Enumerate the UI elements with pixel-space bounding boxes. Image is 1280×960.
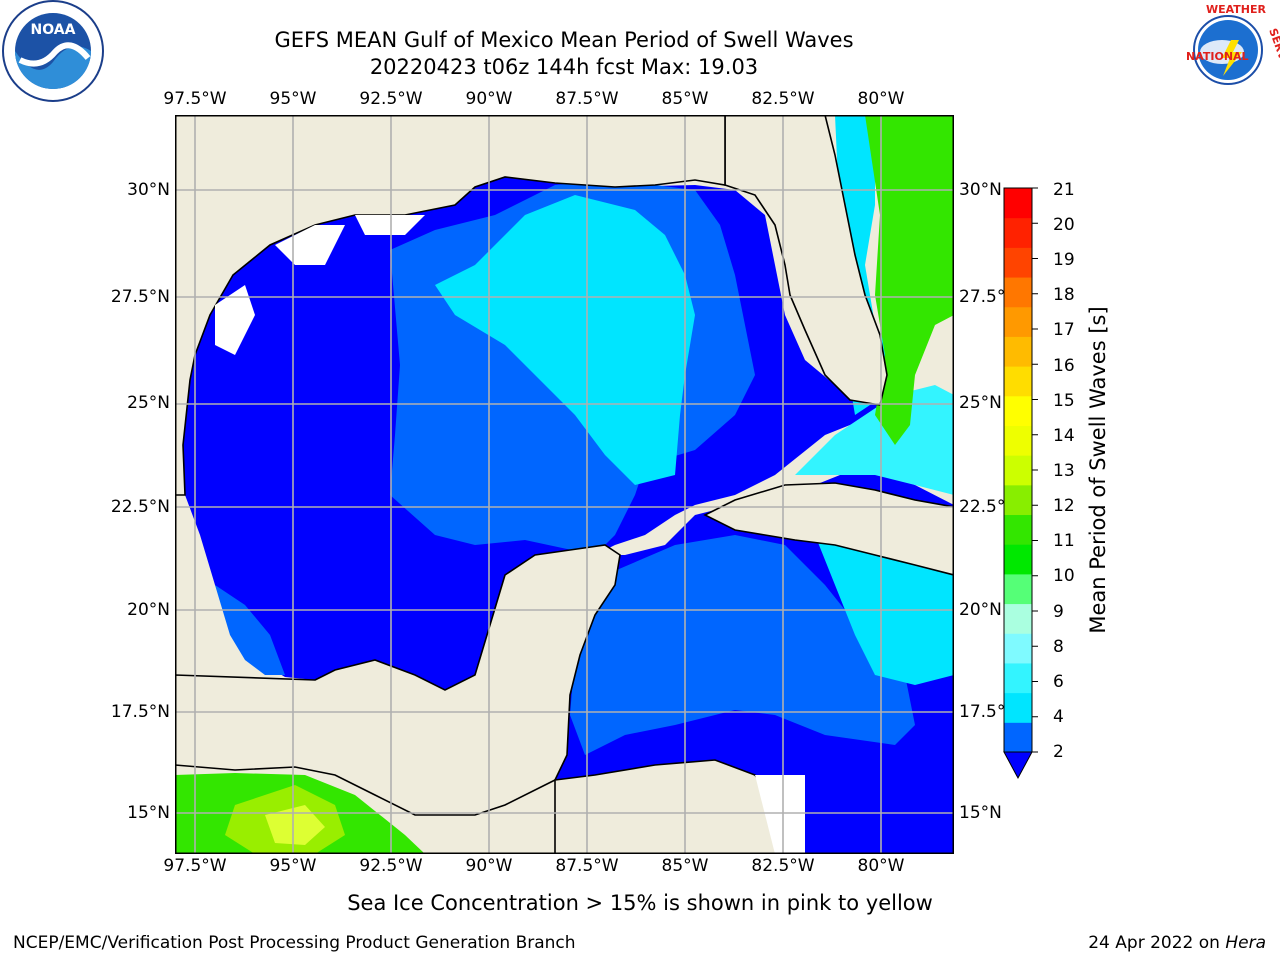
colorbar-tick-label: 14 xyxy=(1053,426,1075,446)
svg-text:NATIONAL: NATIONAL xyxy=(1186,50,1249,63)
colorbar-tick-label: 19 xyxy=(1053,250,1075,270)
lon-label-top: 92.5°W xyxy=(359,89,423,109)
contour-2-4-b xyxy=(570,535,915,755)
lon-label-top: 82.5°W xyxy=(751,89,815,109)
colorbar-tick-label: 15 xyxy=(1053,391,1075,411)
colorbar-tick-label: 12 xyxy=(1053,496,1075,516)
svg-text:WEATHER: WEATHER xyxy=(1206,3,1267,16)
lon-label-bottom: 87.5°W xyxy=(555,856,619,876)
lat-label-right: 15°N xyxy=(959,803,1002,823)
colorbar-tick-label: 2 xyxy=(1053,742,1064,762)
colorbar-tick-label: 18 xyxy=(1053,285,1075,305)
colorbar-segment xyxy=(1004,573,1032,605)
lon-label-bottom: 85°W xyxy=(661,856,709,876)
colorbar-segment xyxy=(1004,514,1032,545)
lat-label-right: 25°N xyxy=(959,393,1002,413)
colorbar-extend-arrow xyxy=(1003,751,1033,780)
lon-label-bottom: 95°W xyxy=(269,856,317,876)
colorbar-segment xyxy=(1004,722,1032,753)
colorbar-segment xyxy=(1004,484,1032,516)
lon-label-bottom: 92.5°W xyxy=(359,856,423,876)
contour-2-4-c xyxy=(215,585,285,675)
colorbar-tick-label: 10 xyxy=(1053,566,1075,586)
chart-title-line1: GEFS MEAN Gulf of Mexico Mean Period of … xyxy=(274,28,854,52)
colorbar-tick-label: 6 xyxy=(1053,672,1064,692)
cuba-land xyxy=(703,482,954,576)
lon-label-bottom: 97.5°W xyxy=(163,856,227,876)
lat-label-right: 17.5°N xyxy=(959,702,1019,722)
colorbar-segment xyxy=(1004,603,1032,634)
lon-label-top: 95°W xyxy=(269,89,317,109)
noaa-logo-text: NOAA xyxy=(31,22,76,38)
colorbar-segment xyxy=(1004,395,1032,426)
colorbar-tick-label: 9 xyxy=(1053,602,1064,622)
lat-label-left: 17.5°N xyxy=(110,702,170,722)
colorbar-tick-label: 13 xyxy=(1053,461,1075,481)
colorbar-segment xyxy=(1004,188,1032,219)
nodata-patch-2 xyxy=(215,285,255,355)
lat-label-left: 20°N xyxy=(127,600,170,620)
colorbar-segment xyxy=(1004,247,1032,278)
colorbar-segment xyxy=(1004,277,1032,308)
colorbar-title: Mean Period of Swell Waves [s] xyxy=(1086,306,1110,634)
lon-label-top: 90°W xyxy=(465,89,513,109)
colorbar-segment xyxy=(1004,425,1032,456)
lon-label-bottom: 82.5°W xyxy=(751,856,815,876)
nodata-patch-4 xyxy=(755,775,805,854)
colorbar-tick-label: 21 xyxy=(1053,180,1075,200)
sea-ice-note: Sea Ice Concentration > 15% is shown in … xyxy=(0,891,1280,915)
lat-label-left: 22.5°N xyxy=(110,497,170,517)
nodata-patch-3 xyxy=(355,215,425,235)
noaa-logo: NOAA xyxy=(2,0,104,102)
colorbar-segment xyxy=(1004,306,1032,337)
lat-label-left: 27.5°N xyxy=(110,287,170,307)
colorbar-tick-label: 17 xyxy=(1053,320,1075,340)
map-frame xyxy=(175,115,954,854)
lon-label-top: 85°W xyxy=(661,89,709,109)
lat-label-left: 30°N xyxy=(127,180,170,200)
lat-label-right: 30°N xyxy=(959,180,1002,200)
footer-credit: NCEP/EMC/Verification Post Processing Pr… xyxy=(13,933,576,953)
lat-label-right: 20°N xyxy=(959,600,1002,620)
sea-ice-note-text: Sea Ice Concentration > 15% is shown in … xyxy=(347,891,933,915)
colorbar-tick-label: 11 xyxy=(1053,531,1075,551)
colorbar-segment xyxy=(1004,692,1032,723)
lat-label-left: 15°N xyxy=(127,803,170,823)
contour-6-8 xyxy=(795,385,954,495)
graticule xyxy=(175,115,954,854)
lon-label-bottom: 90°W xyxy=(465,856,513,876)
colorbar-segment xyxy=(1004,336,1032,367)
footer-timestamp: 24 Apr 2022 on Hera xyxy=(1088,933,1266,953)
nws-logo: NATIONAL WEATHER SERVICE xyxy=(1181,3,1280,97)
lon-label-bottom: 80°W xyxy=(857,856,905,876)
lon-label-top: 87.5°W xyxy=(555,89,619,109)
lat-label-left: 25°N xyxy=(127,393,170,413)
lat-label-right: 27.5°N xyxy=(959,287,1019,307)
footer-host: Hera xyxy=(1225,933,1266,953)
colorbar-segment xyxy=(1004,662,1032,694)
colorbar-segment xyxy=(1004,366,1032,397)
colorbar-tick-label: 20 xyxy=(1053,215,1075,235)
colorbar-segment xyxy=(1004,544,1032,575)
colorbar-tick-label: 4 xyxy=(1053,707,1064,727)
colorbar-segment xyxy=(1004,217,1032,248)
chart-title-line2: 20220423 t06z 144h fcst Max: 19.03 xyxy=(369,55,759,79)
lon-label-top: 97.5°W xyxy=(163,89,227,109)
colorbar-segment xyxy=(1004,633,1032,664)
colorbar-segment xyxy=(1004,455,1032,486)
lon-label-top: 80°W xyxy=(857,89,905,109)
footer-date: 24 Apr 2022 on xyxy=(1088,933,1220,953)
colorbar xyxy=(1003,187,1038,780)
lat-label-right: 22.5°N xyxy=(959,497,1019,517)
contour-4-6 xyxy=(435,195,695,485)
pacific-contour-14 xyxy=(265,805,325,845)
gulf-of-mexico-map xyxy=(175,115,954,854)
colorbar-tick-label: 8 xyxy=(1053,637,1064,657)
contour-10-12 xyxy=(865,115,954,445)
colorbar-tick-label: 16 xyxy=(1053,356,1075,376)
